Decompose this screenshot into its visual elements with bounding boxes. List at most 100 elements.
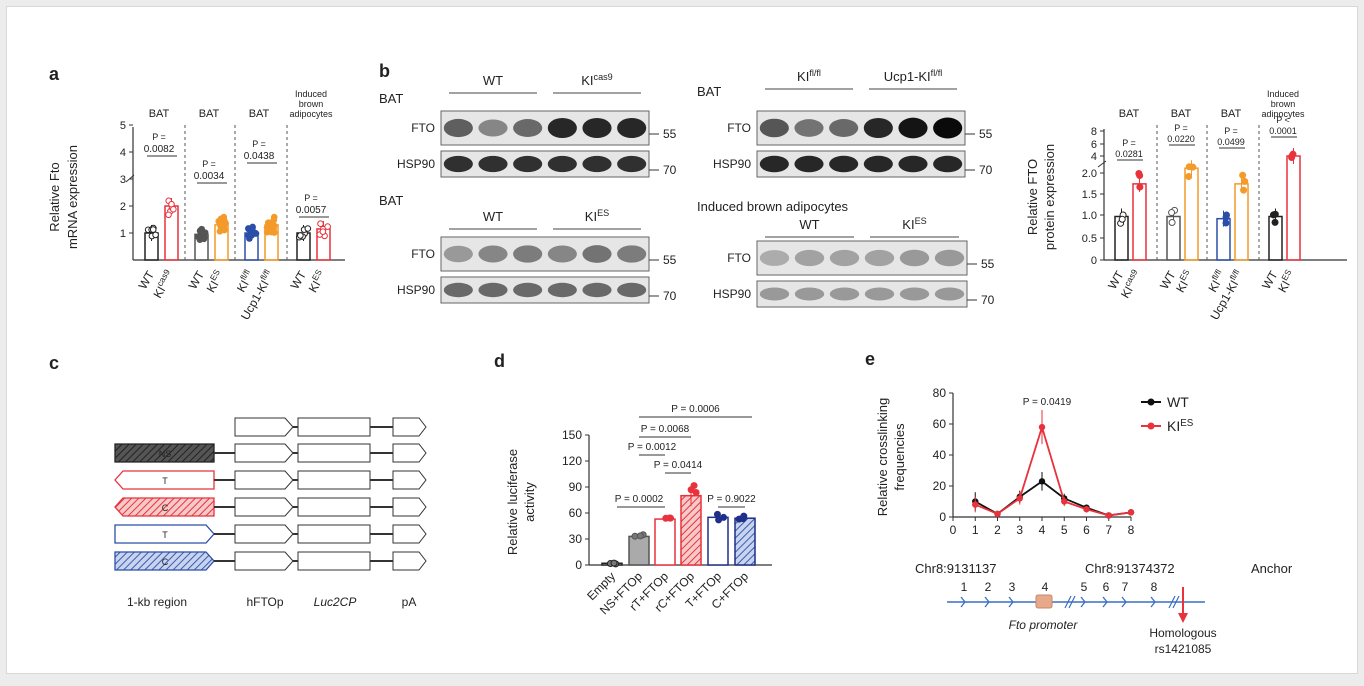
panel-d-p-value: P = 0.0414: [654, 460, 703, 471]
panel-b-quant-point: [1168, 219, 1176, 227]
panel-b-quant-tissue: Induced: [1267, 89, 1299, 99]
panel-b-letter: b: [379, 61, 390, 81]
panel-b-marker-label: 55: [663, 127, 677, 141]
panel-e-map-site-marker: [1102, 596, 1108, 608]
panel-a-tissue-label: BAT: [149, 108, 170, 120]
panel-e-x-tick-label: 8: [1128, 523, 1135, 537]
panel-a-p-value: 0.0438: [244, 151, 275, 162]
panel-d-point: [610, 559, 618, 567]
panel-b-band: [898, 117, 928, 139]
panel-a-tissue-label: Induced: [295, 89, 327, 99]
panel-d-point: [713, 510, 721, 518]
panel-d-point: [740, 512, 748, 520]
panel-b-row-label: FTO: [411, 121, 435, 135]
panel-b-band: [759, 250, 790, 266]
panel-b-group-label: Ucp1-KIfl/fl: [884, 68, 943, 84]
panel-b-quant-p-value: 0.0220: [1167, 134, 1195, 144]
panel-e-p-value: P = 0.0419: [1023, 397, 1072, 408]
panel-b-quant-p-value: 0.0499: [1217, 137, 1245, 147]
panel-c-caption: hFTOp: [246, 595, 283, 609]
panel-d-point: [636, 532, 644, 540]
panel-b-band: [582, 245, 612, 263]
panel-b-quant-tissue: BAT: [1171, 108, 1192, 120]
panel-a-y-label: Relative Fto: [47, 162, 62, 231]
panel-d-y-tick-label: 150: [562, 428, 582, 442]
panel-a-data-point: [149, 226, 157, 233]
panel-a-x-label: KIcas9: [149, 267, 178, 300]
panel-b-quant-point: [1271, 210, 1279, 218]
panel-a-p-label: P =: [202, 159, 216, 169]
panel-e-point: [972, 501, 979, 508]
panel-c-region-box: [114, 551, 215, 571]
panel-d-y-label: Relative luciferase: [505, 449, 520, 555]
panel-a-data-point: [324, 223, 331, 230]
panel-e-x-tick-label: 0: [950, 523, 957, 537]
panel-b-quant-point: [1289, 150, 1297, 158]
panel-e-map-promoter-box: [1035, 594, 1053, 609]
panel-c-region-box: [114, 443, 215, 463]
panel-e-map-site-marker: [1121, 596, 1127, 608]
panel-b-band: [794, 249, 825, 267]
panel-a-p-label: P =: [152, 132, 166, 142]
panel-a-x-label: KIfl/fl: [232, 267, 257, 294]
panel-b-quant-tissue: brown: [1271, 99, 1296, 109]
figure-frame: a 1 2 3 4 5 Relative Fto mRNA expression BAT P = 0…: [6, 6, 1358, 674]
panel-b-quant-y-label: Relative FTO: [1025, 159, 1040, 235]
panel-e-x-tick-label: 6: [1083, 523, 1090, 537]
panel-b-quant-point: [1185, 163, 1193, 171]
panel-b-quant-p-label: P <: [1276, 115, 1290, 125]
panel-c-region-box: [114, 524, 215, 544]
panel-c-luc-box: [297, 497, 371, 517]
panel-b-band: [443, 155, 473, 173]
panel-e-x-tick-label: 1: [972, 523, 979, 537]
panel-d-p-value: P = 0.9022: [707, 494, 756, 505]
panel-c-caption: Luc2CP: [314, 595, 357, 609]
panel-b-row-label: HSP90: [397, 157, 435, 171]
panel-e-map-site-label: 6: [1103, 580, 1110, 594]
panel-a-data-point: [152, 231, 159, 239]
panel-b-quant-point: [1136, 183, 1144, 191]
panel-e-letter: e: [865, 349, 875, 369]
panel-e-legend-marker: [1147, 398, 1155, 406]
panel-e-map-site-label: 4: [1042, 580, 1049, 594]
panel-e-y-tick-label: 60: [933, 417, 947, 431]
panel-b-quant-y-label: protein expression: [1042, 144, 1057, 250]
panel-b-group-label: WT: [483, 73, 503, 88]
panel-c-promoter-box: [234, 470, 294, 490]
panel-b-group-label: WT: [483, 209, 503, 224]
panel-b-row-label: FTO: [727, 121, 751, 135]
panel-b-band: [582, 282, 612, 298]
panel-b-quant-p-label: P =: [1174, 123, 1188, 133]
panel-b-band: [443, 245, 473, 263]
panel-b-quant-point: [1185, 172, 1193, 180]
panel-e-legend-label: KIES: [1167, 418, 1194, 434]
panel-d-y-tick-label: 90: [569, 480, 583, 494]
panel-e-map-site-marker: [984, 596, 990, 608]
panel-b-band: [863, 117, 893, 139]
panel-a-p-value: 0.0082: [144, 144, 175, 155]
panel-b-quant-tissue: BAT: [1221, 108, 1242, 120]
panel-b-blot-title: BAT: [697, 84, 721, 99]
panel-b-blot-box: [440, 110, 650, 146]
panel-b-row-label: HSP90: [713, 157, 751, 171]
panel-e-y-tick-label: 40: [933, 448, 947, 462]
panel-b-band: [933, 155, 963, 173]
panel-a-y-tick-label: 4: [120, 147, 126, 159]
panel-b-quant-bar: [1234, 183, 1249, 261]
panel-d-letter: d: [494, 351, 505, 371]
panel-b-band: [478, 282, 508, 298]
panel-a-data-point: [304, 225, 312, 232]
panel-c-promoter-box: [234, 524, 294, 544]
panel-a-data-point: [317, 220, 324, 228]
panel-b-band: [829, 249, 860, 267]
panel-d-y-tick-label: 60: [569, 506, 583, 520]
panel-e-map-site-label: 3: [1009, 580, 1016, 594]
panel-e-legend-label: WT: [1167, 394, 1189, 410]
panel-d-bar: [734, 517, 756, 566]
panel-b-quant-y-tick-label: 1.0: [1082, 210, 1097, 222]
panel-c-promoter-box: [234, 551, 294, 571]
panel-a-tissue-label: adipocytes: [289, 109, 333, 119]
panel-e-map-site-label: 2: [985, 580, 992, 594]
panel-b-quant-point: [1271, 218, 1279, 226]
panel-c-promoter-box: [234, 417, 294, 437]
